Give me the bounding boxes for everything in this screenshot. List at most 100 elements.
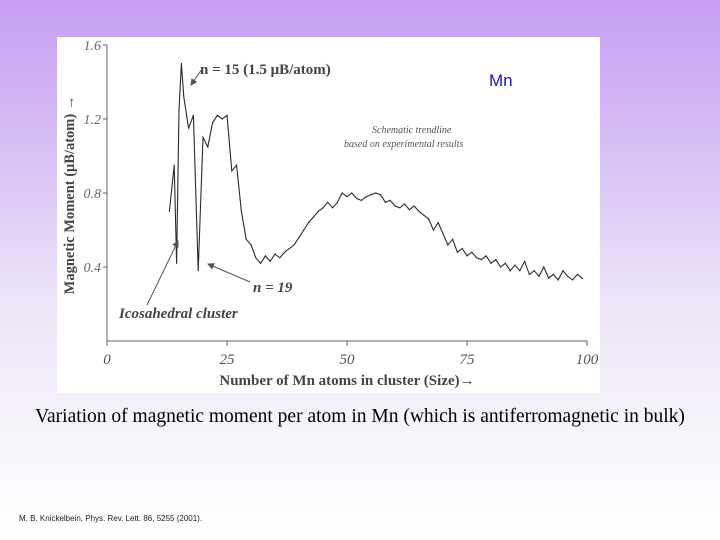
data-point — [264, 255, 266, 257]
data-point — [250, 244, 252, 246]
data-point — [524, 260, 526, 263]
citation: M. B. Knickelbein, Phys. Rev. Lett. 86, … — [19, 514, 203, 523]
dip-arrow — [207, 263, 251, 283]
data-point — [336, 201, 338, 203]
data-point — [341, 192, 343, 194]
trendline-note-2: based on experimental results — [344, 139, 463, 150]
data-point — [485, 255, 487, 257]
data-point — [332, 207, 334, 209]
y-tick-label: 0.8 — [84, 187, 102, 202]
data-point — [557, 279, 559, 281]
data-point — [178, 109, 180, 111]
data-point — [519, 270, 521, 272]
data-point — [176, 262, 178, 264]
data-point — [255, 257, 257, 259]
y-tick-label: 1.6 — [84, 39, 102, 54]
data-point — [428, 218, 430, 220]
data-point — [471, 251, 473, 253]
data-point — [236, 164, 238, 166]
data-point — [533, 270, 535, 272]
data-point — [202, 136, 204, 139]
data-point — [317, 210, 319, 213]
x-axis-label: Number of Mn atoms in cluster (Size)→ — [219, 373, 474, 389]
data-point — [293, 244, 295, 246]
y-tick-label: 0.4 — [84, 261, 102, 276]
data-point — [389, 199, 391, 201]
data-point — [447, 244, 449, 246]
data-point — [197, 270, 199, 272]
data-point — [452, 238, 454, 240]
x-tick-label: 75 — [460, 352, 476, 368]
data-point — [216, 114, 218, 116]
y-axis-label: Magnetic Moment (μB/atom) → — [62, 96, 78, 295]
data-point — [528, 273, 530, 275]
data-point — [322, 207, 324, 209]
data-point — [221, 118, 223, 120]
data-point — [308, 222, 310, 224]
data-point — [476, 257, 478, 259]
data-point — [543, 266, 545, 268]
data-point — [418, 210, 420, 213]
data-point — [432, 229, 434, 231]
trendline-note-1: Schematic trendline — [372, 125, 452, 136]
data-point — [274, 253, 276, 255]
data-point — [360, 199, 362, 201]
data-point — [327, 201, 329, 203]
data-point — [180, 62, 182, 65]
data-point — [404, 203, 406, 205]
data-point — [260, 262, 262, 264]
data-point — [370, 194, 372, 196]
data-point — [509, 270, 511, 272]
data-point — [351, 192, 353, 194]
peak-arrow — [190, 68, 203, 86]
data-point — [423, 214, 425, 216]
dip-annotation: n = 19 — [253, 280, 293, 296]
data-point — [279, 257, 281, 259]
data-point — [442, 233, 444, 235]
data-point — [269, 260, 271, 263]
data-point — [495, 259, 497, 261]
slide-caption: Variation of magnetic moment per atom in… — [35, 406, 685, 427]
data-point — [548, 277, 550, 279]
x-tick-label: 25 — [220, 352, 236, 368]
icosahedral-arrow — [146, 240, 179, 306]
data-point — [298, 236, 300, 238]
data-point — [375, 192, 377, 194]
data-point — [192, 114, 194, 116]
data-point — [456, 251, 458, 253]
data-point — [413, 205, 415, 207]
data-point — [437, 222, 439, 224]
axes — [106, 45, 587, 342]
chart: 0 25 50 75 100 1.6 1.2 0.8 0.4 Mn Magnetic Momen… — [62, 39, 599, 389]
data-point — [538, 275, 540, 277]
peak-annotation: n = 15 (1.5 μB/atom) — [200, 62, 331, 78]
data-point — [231, 170, 233, 172]
data-point — [514, 264, 516, 266]
data-point — [576, 273, 579, 275]
figure-panel: 0 25 50 75 100 1.6 1.2 0.8 0.4 Mn Magnetic Momen… — [57, 37, 600, 393]
y-tick-label: 1.2 — [84, 113, 102, 128]
data-point — [207, 146, 209, 148]
x-tick-label: 50 — [340, 352, 356, 368]
data-point — [173, 164, 175, 166]
data-point — [461, 247, 463, 250]
data-point — [490, 262, 492, 264]
data-point — [504, 262, 506, 264]
data-point — [245, 238, 247, 240]
data-point — [394, 205, 396, 207]
x-tick-label: 0 — [103, 352, 111, 368]
data-point — [567, 275, 569, 277]
data-point — [466, 255, 468, 257]
data-point — [399, 207, 401, 209]
icosahedral-annotation: Icosahedral cluster — [118, 306, 238, 322]
x-tick-label: 100 — [576, 352, 599, 368]
data-point — [183, 96, 185, 98]
data-point — [365, 196, 367, 198]
data-point — [581, 277, 583, 279]
data-point — [188, 127, 190, 129]
data-point — [408, 209, 410, 211]
data-point — [168, 210, 170, 213]
data-point — [384, 201, 386, 203]
data-point — [288, 247, 290, 250]
data-point — [303, 229, 305, 231]
